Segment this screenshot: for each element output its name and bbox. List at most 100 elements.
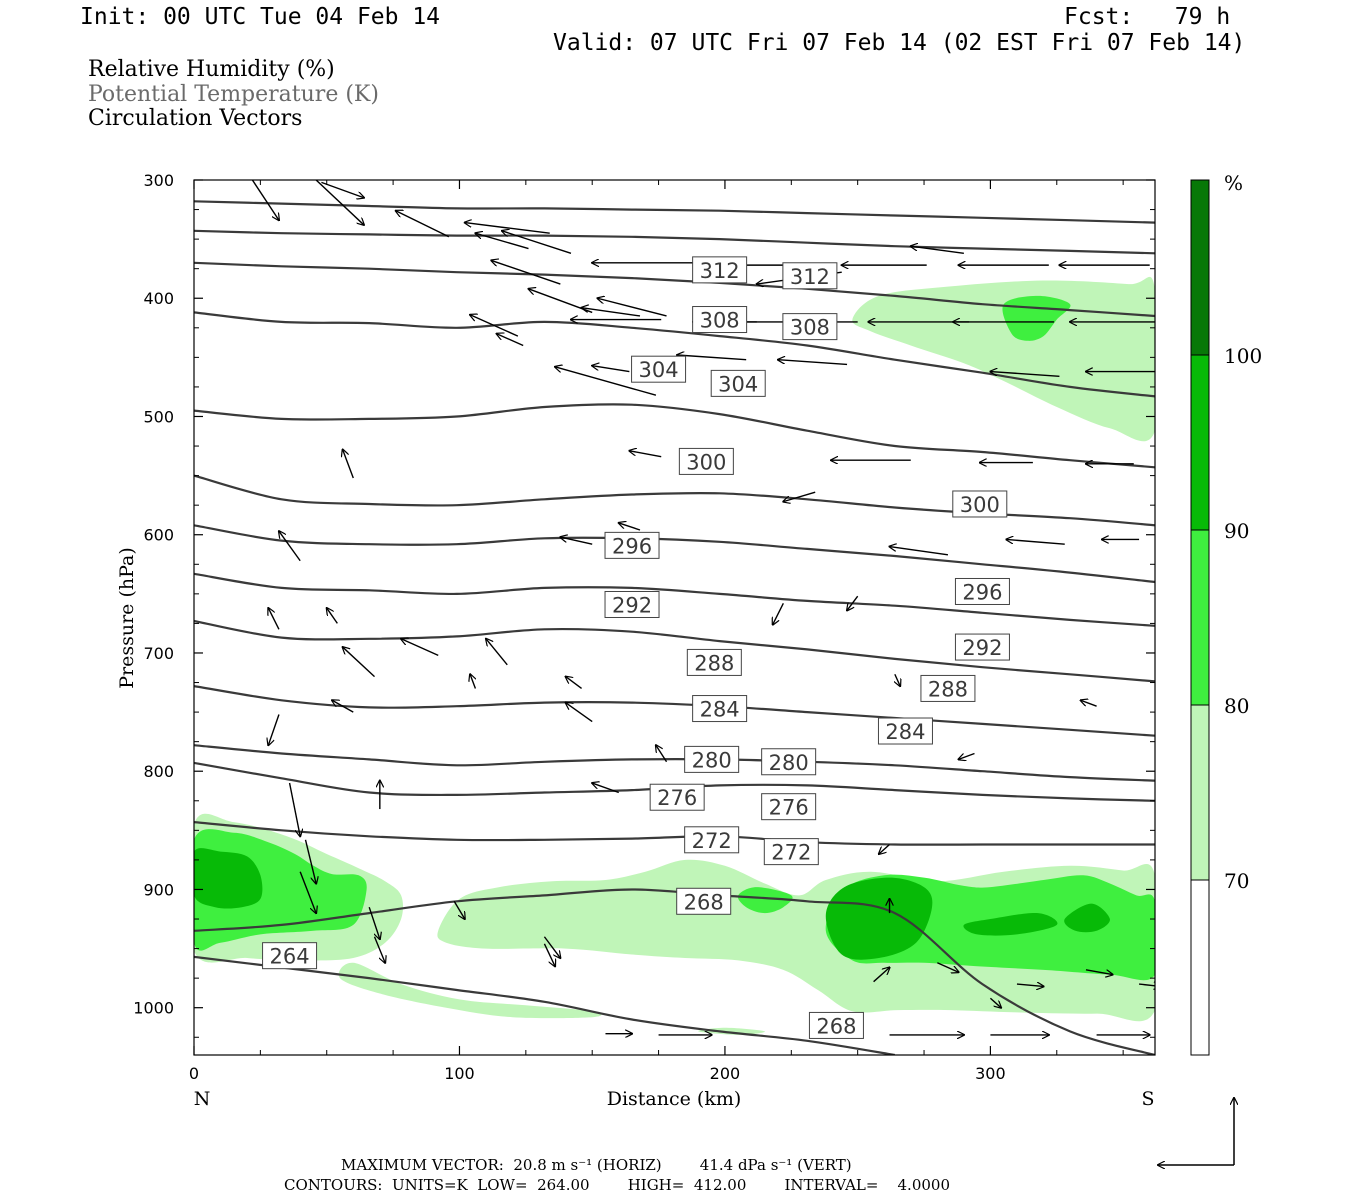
contour-label: 284	[692, 695, 748, 723]
contour-label-box	[692, 256, 748, 284]
contour-label-box	[710, 369, 766, 397]
circulation-vector	[368, 906, 380, 939]
contour-label: 272	[763, 838, 819, 866]
contour-label: 292	[954, 633, 1010, 661]
init-time: Init: 00 UTC Tue 04 Feb 14	[80, 4, 441, 30]
rh-colorbar: 70 80 90 100%	[1190, 171, 1262, 1056]
rh-region-90	[194, 848, 263, 909]
theta-contour-288	[194, 619, 1155, 683]
contour-label-text: 268	[816, 1014, 856, 1038]
circulation-vector	[343, 450, 354, 479]
x-tick-label: 0	[189, 1064, 199, 1083]
circulation-vector	[470, 315, 519, 337]
circulation-vector	[592, 783, 619, 794]
legend-potential-temperature: Potential Temperature (K)	[88, 82, 379, 107]
theta-contour-284	[194, 685, 1155, 737]
contour-label: 280	[684, 745, 740, 773]
rh-region-70	[338, 962, 602, 1019]
circulation-vector	[327, 608, 338, 624]
circulation-vector	[470, 674, 475, 689]
circulation-vector	[656, 745, 668, 763]
circulation-vector	[299, 871, 316, 913]
contour-label-box	[920, 674, 976, 702]
theta-contour-316	[194, 229, 1155, 255]
contour-label: 296	[954, 577, 1010, 605]
colorbar-segment	[1191, 530, 1209, 705]
contour-label-box	[952, 490, 1008, 518]
circulation-vector	[1085, 969, 1113, 975]
y-tick-label: 400	[143, 289, 174, 308]
contour-label: 276	[761, 793, 817, 821]
theta-contour-320	[194, 200, 1155, 224]
contour-label: 300	[678, 447, 734, 475]
contour-label: 304	[631, 355, 687, 383]
contour-label-text: 268	[684, 890, 724, 914]
rh-region-90	[963, 912, 1058, 936]
y-tick-label: 900	[143, 880, 174, 899]
contour-label-text: 292	[612, 593, 652, 617]
theta-contour-304	[194, 403, 1155, 469]
contour-label-box	[763, 838, 819, 866]
circulation-vector	[560, 537, 593, 545]
circulation-vector	[619, 523, 641, 531]
x-tick-label: 100	[444, 1064, 475, 1083]
contour-label-text: 304	[639, 358, 679, 382]
contour-label-text: 264	[270, 945, 310, 969]
x-end-label-north: N	[194, 1088, 211, 1110]
contour-label-text: 300	[686, 450, 726, 474]
contour-label-text: 280	[692, 748, 732, 772]
contour-label-box	[262, 942, 318, 970]
circulation-vector	[502, 231, 572, 254]
circulation-vector	[465, 223, 550, 234]
y-tick-label: 700	[143, 644, 174, 663]
contour-label-box	[649, 783, 705, 811]
colorbar-segment	[1191, 705, 1209, 880]
contour-label-text: 272	[692, 829, 732, 853]
y-axis-label: Pressure (hPa)	[116, 547, 138, 689]
contour-label-text: 292	[962, 636, 1002, 660]
circulation-vector	[543, 943, 555, 966]
circulation-vector	[598, 298, 667, 317]
rh-shading	[194, 276, 1155, 1035]
plot-frame	[193, 179, 1156, 1056]
theta-contour-300	[194, 474, 1155, 527]
contour-label-box	[761, 748, 817, 776]
contour-label: 268	[808, 1011, 864, 1039]
circulation-vector	[315, 180, 364, 225]
theta-contour-292	[194, 572, 1155, 627]
circulation-vector	[396, 211, 450, 238]
y-tick-label: 600	[143, 526, 174, 545]
circulation-vector	[911, 246, 964, 255]
theta-contour-312	[194, 261, 1155, 318]
contour-label-text: 296	[962, 580, 1002, 604]
contour-label-text: 288	[694, 651, 734, 675]
contour-label: 268	[676, 887, 732, 915]
circulation-vector	[401, 639, 439, 656]
circulation-vector	[566, 677, 583, 690]
circulation-vector	[528, 289, 593, 314]
colorbar-label: 100	[1224, 344, 1262, 368]
legend-circulation-vectors: Circulation Vectors	[88, 106, 303, 131]
contour-label-text: 312	[700, 259, 740, 283]
theta-contour-296	[194, 524, 1155, 584]
circulation-vector	[268, 714, 280, 745]
circulation-vector	[566, 703, 593, 723]
circulation-vector	[453, 900, 465, 919]
reference-vector	[1158, 1098, 1234, 1165]
circulation-vector	[773, 602, 784, 624]
contour-label-box	[808, 1011, 864, 1039]
contour-label-text: 304	[718, 372, 758, 396]
circulation-vector	[677, 355, 747, 361]
circulation-vector	[475, 233, 529, 250]
contour-label: 312	[692, 256, 748, 284]
contour-label-box	[684, 826, 740, 854]
contour-label: 272	[684, 826, 740, 854]
circulation-vector	[778, 360, 848, 366]
contour-label-box	[761, 793, 817, 821]
forecast-hour: Fcst: 79 h	[1064, 4, 1231, 30]
colorbar-unit: %	[1224, 171, 1243, 195]
contour-label: 280	[761, 748, 817, 776]
colorbar-segment	[1191, 355, 1209, 530]
contour-label-text: 296	[612, 534, 652, 558]
